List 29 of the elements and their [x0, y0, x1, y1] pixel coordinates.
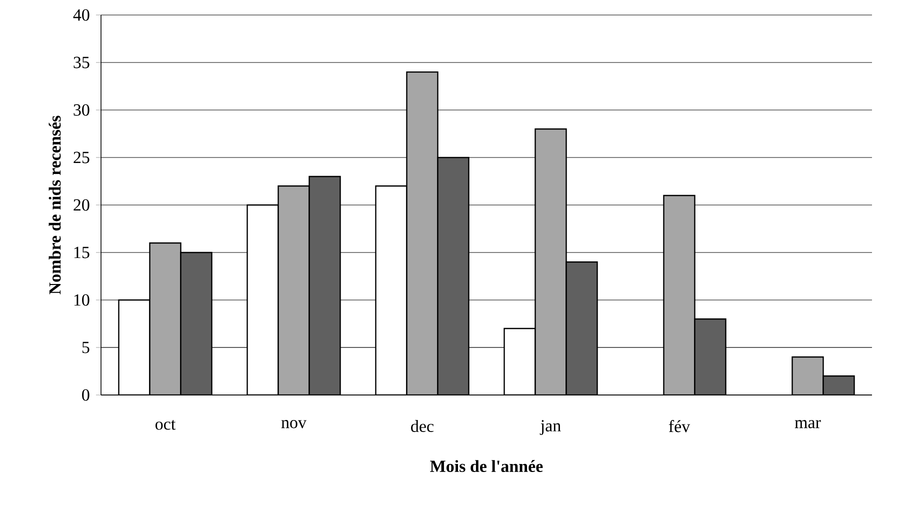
- y-tick-label: 5: [82, 342, 90, 354]
- y-tick-label: 0: [82, 389, 90, 401]
- x-tick-label: fév: [668, 420, 690, 432]
- x-tick-label: nov: [281, 420, 307, 428]
- bar: [180, 252, 212, 395]
- bar: [308, 176, 341, 395]
- bar: [534, 128, 567, 395]
- y-tick-label: 15: [74, 246, 90, 258]
- bar: [694, 318, 726, 395]
- y-tick-label: 10: [74, 294, 90, 306]
- x-tick-label: mar: [794, 420, 821, 428]
- bar: [437, 156, 470, 395]
- y-tick-label: 25: [74, 152, 90, 164]
- x-tick-label: jan: [540, 420, 561, 435]
- y-tick-label: 35: [74, 56, 90, 68]
- y-tick-label: 30: [74, 104, 90, 116]
- bar: [278, 185, 310, 395]
- y-tick-label: 40: [73, 9, 90, 21]
- x-tick-label: dec: [411, 420, 434, 432]
- bar: [792, 356, 824, 395]
- bar: [149, 242, 182, 395]
- y-tick-label: 20: [74, 199, 90, 211]
- y-axis-title: Nombre de nids recensés: [48, 116, 61, 294]
- bar: [566, 261, 598, 395]
- bar: [406, 71, 438, 395]
- bar: [822, 375, 855, 395]
- x-tick-label: oct: [156, 420, 176, 430]
- x-axis-title: Mois de l'année: [430, 460, 543, 472]
- bar: [663, 194, 696, 395]
